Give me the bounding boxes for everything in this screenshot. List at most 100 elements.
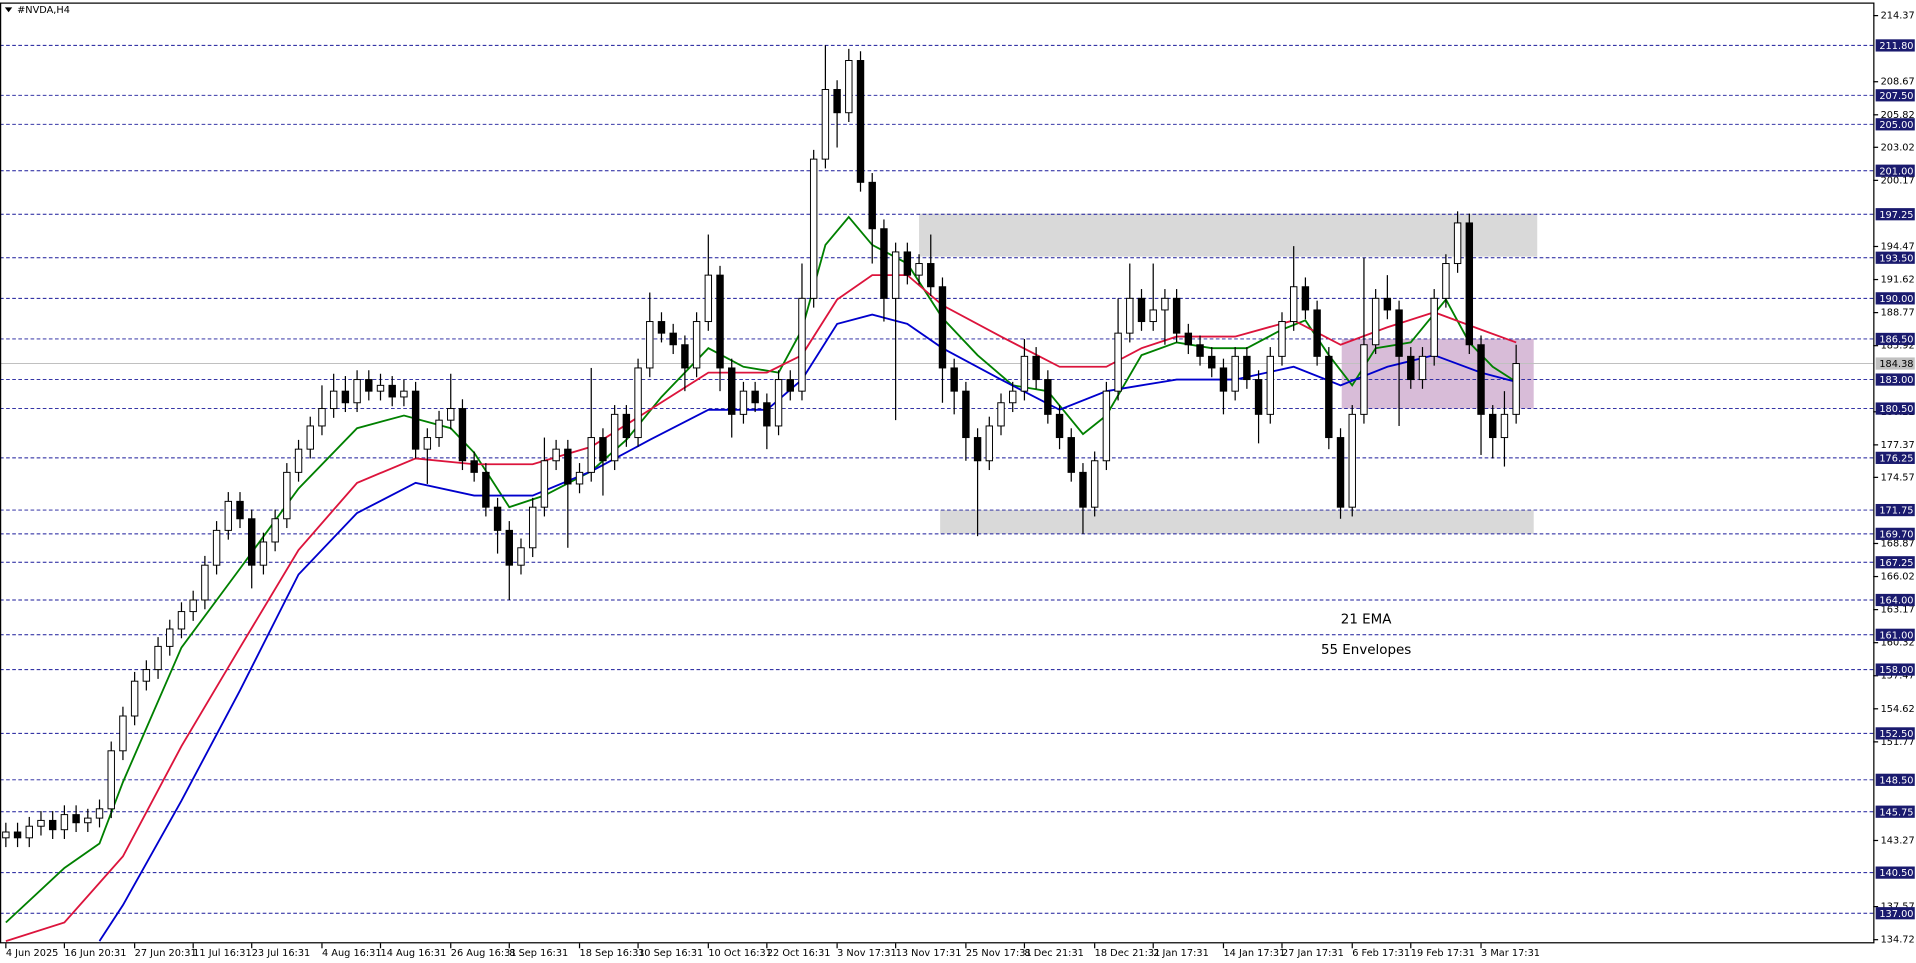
candle-body xyxy=(2,831,10,839)
candle-body xyxy=(634,367,642,439)
level-label: 158.00 xyxy=(1879,665,1913,676)
x-tick-label: 26 Aug 16:31 xyxy=(451,948,517,959)
candle-body xyxy=(1383,297,1392,311)
candle-body xyxy=(1079,471,1087,508)
level-label: 183.00 xyxy=(1879,375,1913,386)
candle-body xyxy=(435,419,443,439)
candle-body xyxy=(423,437,432,450)
candle-body xyxy=(1453,222,1462,265)
level-tag xyxy=(1875,866,1915,879)
candle-body xyxy=(1313,309,1321,357)
candle-body xyxy=(552,448,560,462)
level-label: 140.50 xyxy=(1879,868,1913,879)
candle-body xyxy=(154,645,162,671)
candle-body xyxy=(1102,390,1111,462)
level-tag xyxy=(1875,118,1915,131)
level-label: 211.80 xyxy=(1879,41,1913,52)
level-tag xyxy=(1875,39,1915,52)
candle-body xyxy=(248,518,256,566)
candle-body xyxy=(774,379,783,427)
y-tick-label: 160.32 xyxy=(1881,638,1915,649)
level-label: 137.00 xyxy=(1879,909,1913,920)
x-tick-label: 11 Jul 16:31 xyxy=(193,948,252,959)
candle-body xyxy=(646,321,654,369)
candle-body xyxy=(728,367,736,415)
candle-body xyxy=(353,379,361,404)
level-label: 207.50 xyxy=(1879,91,1913,102)
level-tag xyxy=(1875,663,1915,676)
y-tick-label: 200.17 xyxy=(1881,175,1915,186)
candle-body xyxy=(365,379,373,392)
candle-body xyxy=(938,286,947,369)
candle-body xyxy=(13,831,22,839)
level-label: 193.50 xyxy=(1879,253,1913,264)
level-label: 180.50 xyxy=(1879,404,1913,415)
menu-arrow[interactable] xyxy=(4,7,13,13)
level-label: 152.50 xyxy=(1879,729,1913,740)
candle-body xyxy=(1301,286,1310,311)
candle-body xyxy=(107,750,115,810)
level-label: 186.50 xyxy=(1879,335,1913,346)
x-tick-label: 19 Feb 17:31 xyxy=(1411,948,1475,959)
indicator-line xyxy=(5,274,1517,942)
plot-frame xyxy=(0,2,1875,944)
indicator-line xyxy=(98,313,1517,942)
candle-body xyxy=(575,471,584,485)
candle-body xyxy=(212,529,221,566)
candle-body xyxy=(72,814,80,824)
y-tick-label: 203.02 xyxy=(1881,142,1915,153)
level-label: 167.25 xyxy=(1879,558,1913,569)
candle-body xyxy=(1149,309,1157,323)
candle-body xyxy=(1044,379,1052,415)
x-tick-label: 16 Jun 20:31 xyxy=(64,948,126,959)
level-tag xyxy=(1875,402,1915,415)
candle-body xyxy=(482,471,490,508)
candle-body xyxy=(48,819,57,831)
candle-body xyxy=(1020,355,1029,392)
candle-body xyxy=(447,408,455,421)
candle-body xyxy=(1055,413,1064,439)
candle-body xyxy=(1161,297,1169,311)
y-tick-label: 194.47 xyxy=(1881,241,1915,252)
candle-body xyxy=(985,425,994,462)
y-tick-label: 151.77 xyxy=(1881,737,1915,748)
candle-body xyxy=(236,500,244,520)
candle-body xyxy=(119,715,127,752)
level-tag xyxy=(1875,373,1915,386)
candle-body xyxy=(1032,355,1040,381)
candle-body xyxy=(341,390,350,404)
candle-body xyxy=(60,814,69,831)
candle-body xyxy=(411,390,420,450)
candle-body xyxy=(1243,355,1251,381)
candle-body xyxy=(692,321,701,369)
candle-body xyxy=(1371,297,1380,346)
candle-body xyxy=(1512,363,1520,415)
candle-body xyxy=(1126,297,1134,334)
candle-body xyxy=(891,251,900,299)
candle-body xyxy=(1395,309,1403,357)
candle-body xyxy=(821,89,830,160)
candle-body xyxy=(458,408,467,462)
level-tag xyxy=(1875,251,1915,264)
level-label: 145.75 xyxy=(1879,807,1913,818)
candle-body xyxy=(142,669,151,682)
level-label: 161.00 xyxy=(1879,630,1913,641)
indicator-line xyxy=(5,215,1517,924)
level-tag xyxy=(1875,805,1915,818)
candle-body xyxy=(329,390,338,410)
level-label: 169.70 xyxy=(1879,529,1913,540)
candle-body xyxy=(845,60,853,114)
candle-body xyxy=(739,390,748,415)
candle-body xyxy=(1348,413,1356,508)
candle-body xyxy=(833,89,841,114)
candle-body xyxy=(201,564,209,601)
candle-body xyxy=(1418,355,1427,381)
candle-body xyxy=(400,390,408,398)
candle-body xyxy=(809,158,818,299)
candle-body xyxy=(599,437,607,462)
candle-body xyxy=(856,60,865,183)
candle-body xyxy=(1196,344,1204,357)
candle-body xyxy=(540,460,549,508)
candle-body xyxy=(1477,344,1485,415)
level-tag xyxy=(1875,332,1915,346)
